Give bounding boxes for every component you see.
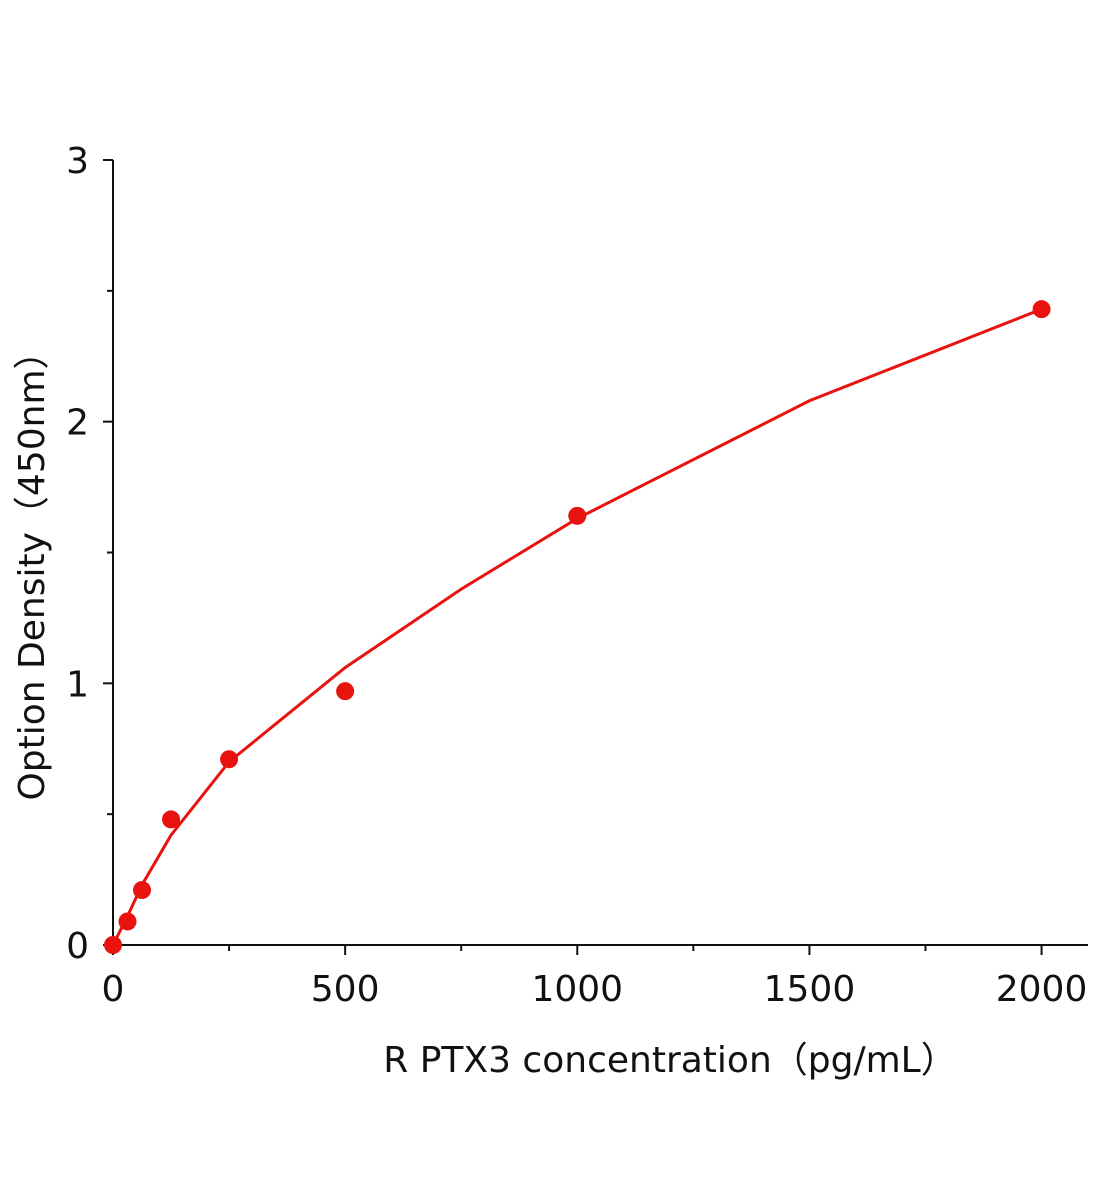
y-tick-label: 1 [66,664,89,705]
fit-curve [111,307,1043,946]
data-point [133,881,152,900]
x-tick-label: 2000 [996,969,1088,1010]
data-point [118,912,137,931]
x-tick-label: 0 [102,969,125,1010]
y-tick-label: 2 [66,403,89,444]
data-point [568,506,587,525]
y-tick-label: 0 [66,926,89,967]
x-axis-label: R PTX3 concentration（pg/mL） [383,1040,956,1081]
y-tick-label: 3 [66,141,89,182]
data-point [220,750,239,769]
x-tick-label: 500 [311,969,380,1010]
x-tick-label: 1500 [764,969,856,1010]
data-point [104,936,122,954]
y-axis-label: Option Density（450nm） [12,333,53,800]
data-point [336,682,355,701]
data-point [1032,300,1051,319]
data-point [162,810,181,829]
x-tick-label: 1000 [531,969,623,1010]
